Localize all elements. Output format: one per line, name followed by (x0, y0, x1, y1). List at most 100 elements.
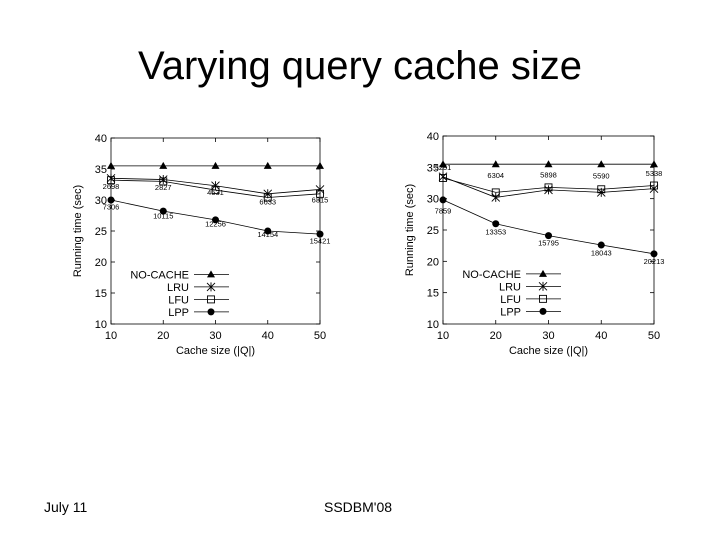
legend-label: LFU (500, 294, 521, 306)
legend-label: NO-CACHE (130, 269, 189, 281)
data-point (491, 160, 500, 168)
y-tick-label: 40 (95, 133, 107, 145)
data-point (263, 161, 272, 169)
data-label: 20213 (644, 257, 665, 266)
x-tick-label: 40 (262, 330, 274, 342)
data-point (159, 207, 167, 215)
data-point (106, 173, 116, 183)
series-lfu (439, 174, 658, 197)
data-label: 4531 (207, 188, 224, 197)
data-label: 18043 (591, 249, 612, 258)
data-point (597, 241, 605, 249)
data-point (264, 227, 272, 235)
data-label: 2827 (155, 183, 172, 192)
data-point (438, 172, 448, 182)
x-tick-label: 30 (542, 330, 554, 342)
data-point (597, 160, 606, 168)
series-lpp (107, 196, 324, 238)
y-tick-label: 10 (95, 319, 107, 331)
y-tick-label: 25 (95, 226, 107, 238)
data-label: 15421 (310, 236, 331, 245)
legend-marker (207, 308, 215, 316)
y-tick-label: 10 (427, 319, 439, 331)
legend-marker (539, 307, 547, 315)
series-line (442, 177, 655, 193)
data-label: 2698 (103, 182, 120, 191)
legend-label: NO-CACHE (462, 269, 521, 281)
data-label: 5338 (646, 169, 663, 178)
data-point (263, 193, 272, 202)
data-point (107, 176, 115, 185)
data-point (316, 230, 324, 238)
data-point (315, 184, 325, 194)
slide-title: Varying query cache size (138, 44, 582, 88)
data-point (159, 177, 168, 186)
data-point (211, 186, 220, 195)
data-point (316, 189, 324, 198)
legend-marker (539, 269, 547, 277)
data-label: 6304 (487, 171, 504, 180)
y-axis-label: Running time (sec) (404, 184, 416, 276)
y-tick-label: 30 (427, 194, 439, 206)
data-point (439, 160, 447, 168)
legend-marker (206, 282, 216, 292)
series-lfu (107, 176, 324, 202)
data-label: 12256 (205, 220, 226, 229)
y-tick-label: 25 (427, 225, 439, 237)
data-label: 5590 (593, 172, 610, 181)
y-tick-label: 35 (95, 164, 107, 176)
y-tick-label: 30 (95, 195, 107, 207)
x-tick-label: 40 (595, 330, 607, 342)
data-point (107, 161, 115, 169)
data-point (544, 160, 553, 168)
y-tick-label: 20 (95, 257, 107, 269)
data-label: 6315 (312, 195, 329, 204)
data-point (439, 174, 447, 182)
series-line (110, 179, 321, 198)
data-point (212, 216, 219, 224)
legend-marker (207, 295, 215, 304)
data-point (491, 192, 501, 202)
y-tick-label: 40 (427, 131, 439, 143)
footer-conference: SSDBM'08 (324, 499, 393, 515)
y-axis-label: Running time (sec) (72, 185, 84, 277)
y-tick-label: 15 (427, 288, 439, 300)
y-tick-label: 20 (427, 256, 439, 268)
x-tick-label: 20 (157, 330, 169, 342)
legend-marker (538, 281, 548, 291)
x-tick-label: 50 (648, 330, 660, 342)
x-tick-label: 50 (314, 330, 326, 342)
data-point (491, 188, 500, 197)
x-tick-label: 20 (490, 330, 502, 342)
legend-marker (539, 294, 547, 303)
series-no-cache (439, 160, 658, 168)
data-point (544, 183, 553, 192)
x-tick-label: 30 (209, 330, 221, 342)
data-label: 14154 (257, 230, 278, 239)
legend-label: LRU (167, 282, 189, 294)
data-point (650, 181, 658, 190)
legend-label: LPP (168, 307, 189, 319)
x-axis-label: Cache size (|Q|) (176, 345, 255, 357)
data-point (597, 185, 606, 194)
legend-label: LPP (500, 306, 521, 318)
data-label: 13353 (485, 227, 506, 236)
x-tick-label: 10 (437, 330, 449, 342)
data-label: 3251 (435, 163, 452, 172)
data-point (650, 250, 658, 258)
legend-label: LFU (168, 294, 189, 306)
data-point (211, 181, 220, 191)
data-label: 10115 (153, 212, 173, 221)
data-label: 5898 (540, 170, 557, 179)
data-point (159, 161, 168, 169)
data-point (439, 196, 447, 204)
data-label: 15795 (538, 239, 559, 248)
y-tick-label: 15 (95, 288, 107, 300)
y-tick-label: 35 (427, 162, 439, 174)
data-label: 7859 (435, 207, 452, 216)
data-point (211, 161, 220, 169)
series-lpp (439, 196, 658, 258)
data-point (492, 220, 500, 228)
x-axis-label: Cache size (|Q|) (509, 345, 588, 357)
